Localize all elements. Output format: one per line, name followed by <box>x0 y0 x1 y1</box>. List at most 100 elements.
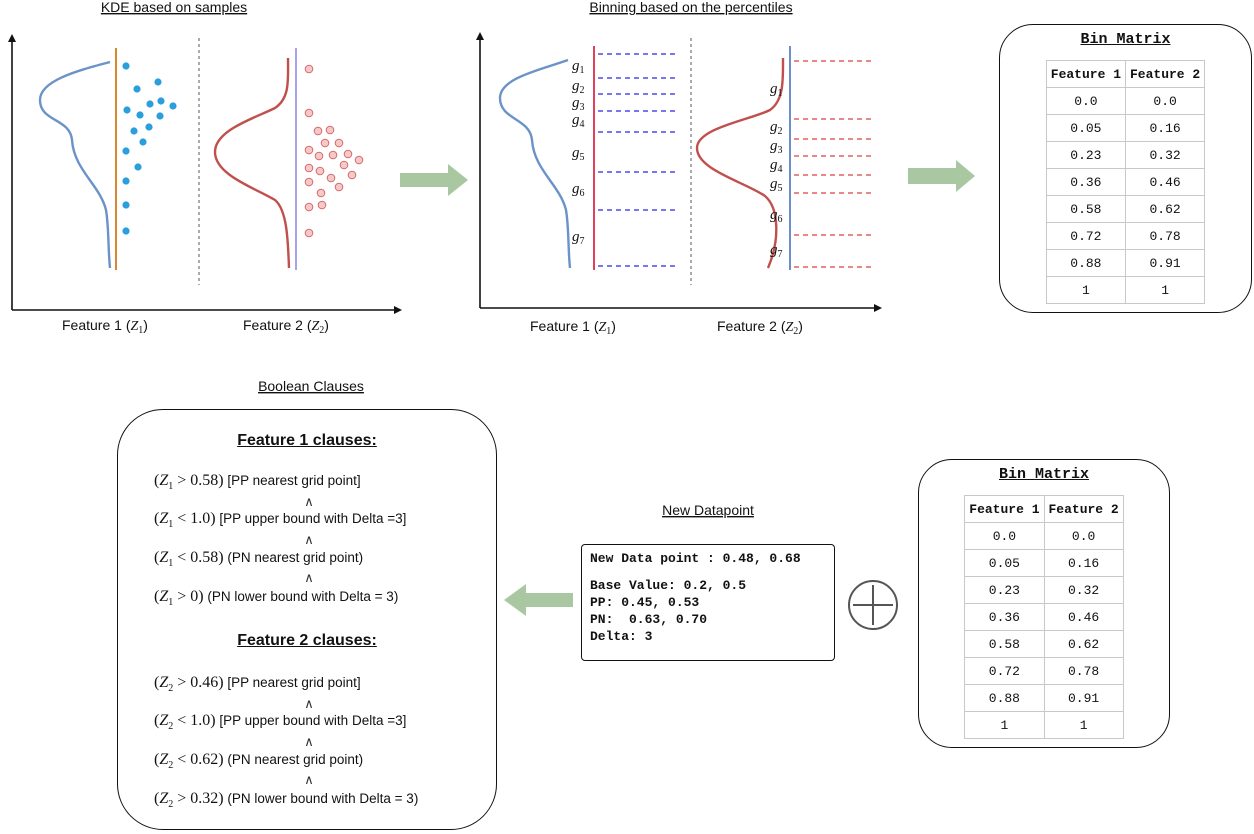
sample-dot <box>317 200 327 210</box>
sample-dot <box>328 150 338 160</box>
kde-panel-title: KDE based on samples <box>101 0 247 15</box>
table-row: 0.72 0.78 <box>1045 222 1206 250</box>
binning-panel-title: Binning based on the percentiles <box>589 0 792 15</box>
and-symbol: ∧ <box>304 532 314 547</box>
sample-dot <box>326 173 336 183</box>
sample-dot <box>145 123 153 131</box>
datapoint-line: PN: 0.63, 0.70 <box>590 612 708 627</box>
sample-dot <box>122 147 130 155</box>
and-symbol: ∧ <box>304 772 314 787</box>
sample-dot <box>133 85 141 93</box>
bin-matrix-bottom-title: Bin Matrix <box>998 466 1089 483</box>
table-cell: 0.32 <box>1124 141 1206 169</box>
binning-x-label-feature-1: Feature 1 (Z1) <box>530 318 616 337</box>
grid-label-f2-g7: g7 <box>770 242 783 260</box>
binning-x-label-feature-2: Feature 2 (Z2) <box>717 318 803 337</box>
flow-arrow-kde-to-binning <box>400 164 468 196</box>
kde-x-label-feature-1: Feature 1 (Z1) <box>62 317 148 336</box>
table-cell: 0.91 <box>1124 249 1206 277</box>
datapoint-line <box>590 568 826 578</box>
table-cell: 0.46 <box>1043 603 1124 631</box>
table-cell: 0.62 <box>1124 195 1206 223</box>
datapoint-line: Delta: 3 <box>590 629 653 644</box>
sample-dot <box>139 138 147 146</box>
datapoint-line: PP: 0.45, 0.53 <box>590 595 700 610</box>
boolean-clauses-box: Feature 1 clauses: (Z1 > 0.58) [PP neare… <box>117 409 497 830</box>
table-cell: 0.05 <box>964 549 1045 577</box>
clause-f2-1: (Z2 > 0.46) [PP nearest grid point] <box>154 674 361 695</box>
sample-dot <box>156 112 164 120</box>
table-header-row: Feature 1 Feature 2 <box>964 495 1124 523</box>
sample-dot <box>304 202 314 212</box>
kde-curve-feature-2 <box>213 57 291 269</box>
table-cell: 0.78 <box>1043 657 1124 685</box>
table-cell: 1 <box>1124 276 1206 304</box>
table-row: 0.58 0.62 <box>964 630 1124 658</box>
table-row: 0.88 0.91 <box>964 684 1124 712</box>
grid-label-g7: g7 <box>572 229 585 247</box>
sample-dot <box>169 102 177 110</box>
feature-1-clauses-title: Feature 1 clauses: <box>237 432 377 449</box>
grid-label-g1: g1 <box>572 58 585 76</box>
clause-f2-2: (Z2 < 1.0) [PP upper bound with Delta =3… <box>154 712 407 733</box>
sample-dot <box>304 163 314 173</box>
grid-label-g4: g4 <box>572 112 585 130</box>
oplus-circle <box>848 580 898 630</box>
table-cell: 0.91 <box>1043 684 1124 712</box>
clause-f1-1: (Z1 > 0.58) [PP nearest grid point] <box>154 472 361 493</box>
table-cell: 0.58 <box>964 630 1045 658</box>
sample-dot <box>325 125 335 135</box>
grid-label-f2-g3: g3 <box>770 138 783 156</box>
table-cell: 1 <box>1045 276 1127 304</box>
table-cell: 0.0 <box>1124 87 1206 115</box>
sample-dot <box>146 100 154 108</box>
grid-label-f2-g5: g5 <box>770 176 783 194</box>
binning-grid-lines-feature-1 <box>598 53 676 267</box>
sample-dot <box>304 108 314 118</box>
sample-dot <box>343 149 353 159</box>
binning-curve-feature-1 <box>498 58 572 269</box>
sample-dot <box>334 138 344 148</box>
sample-dot <box>304 64 314 74</box>
sample-dot <box>130 127 138 135</box>
table-cell: 0.16 <box>1124 114 1206 142</box>
table-cell: 0.78 <box>1124 222 1206 250</box>
sample-dot <box>315 166 325 176</box>
oplus-combine-icon <box>848 580 898 630</box>
table-row: 0.36 0.46 <box>964 603 1124 631</box>
and-symbol: ∧ <box>304 494 314 509</box>
grid-label-g2: g2 <box>572 78 585 96</box>
clause-f1-2: (Z1 < 1.0) [PP upper bound with Delta =3… <box>154 510 407 531</box>
table-row: 0.23 0.32 <box>1045 141 1206 169</box>
bin-matrix-top-table: Feature 1 Feature 2 0.0 0.0 0.05 0.16 0.23… <box>1045 60 1206 304</box>
table-cell: 1 <box>964 711 1045 739</box>
clause-f1-3: (Z1 < 0.58) (PN nearest grid point) <box>154 549 364 570</box>
column-header: Feature 2 <box>1043 495 1124 523</box>
table-cell: 0.0 <box>1045 87 1127 115</box>
sample-dot <box>154 78 162 86</box>
grid-label-g5: g5 <box>572 145 585 163</box>
flow-arrow-binning-to-matrix <box>908 160 975 192</box>
bin-matrix-bottom: Bin Matrix Feature 1 Feature 2 0.0 0.0 0.… <box>918 459 1170 748</box>
binning-curve-feature-2 <box>695 57 785 269</box>
kde-curve-feature-1 <box>38 60 112 269</box>
table-cell: 0.23 <box>964 576 1045 604</box>
table-cell: 1 <box>1043 711 1124 739</box>
kde-samples-feature-1 <box>122 62 177 235</box>
sample-dot <box>347 170 357 180</box>
table-header-row: Feature 1 Feature 2 <box>1045 60 1206 88</box>
column-header: Feature 1 <box>1045 60 1127 88</box>
bin-matrix-bottom-table: Feature 1 Feature 2 0.0 0.0 0.05 0.16 0.23… <box>964 495 1124 739</box>
bin-matrix-top: Bin Matrix Feature 1 Feature 2 0.0 0.0 0.… <box>999 24 1252 313</box>
table-cell: 0.72 <box>964 657 1045 685</box>
table-cell: 0.16 <box>1043 549 1124 577</box>
column-header: Feature 1 <box>964 495 1045 523</box>
new-datapoint-title: New Datapoint <box>662 502 754 518</box>
clause-f2-3: (Z2 < 0.62) (PN nearest grid point) <box>154 751 364 772</box>
sample-dot <box>304 177 314 187</box>
table-cell: 0.23 <box>1045 141 1127 169</box>
table-cell: 0.72 <box>1045 222 1127 250</box>
sample-dot <box>354 155 364 165</box>
table-cell: 0.88 <box>1045 249 1127 277</box>
and-symbol: ∧ <box>304 570 314 585</box>
